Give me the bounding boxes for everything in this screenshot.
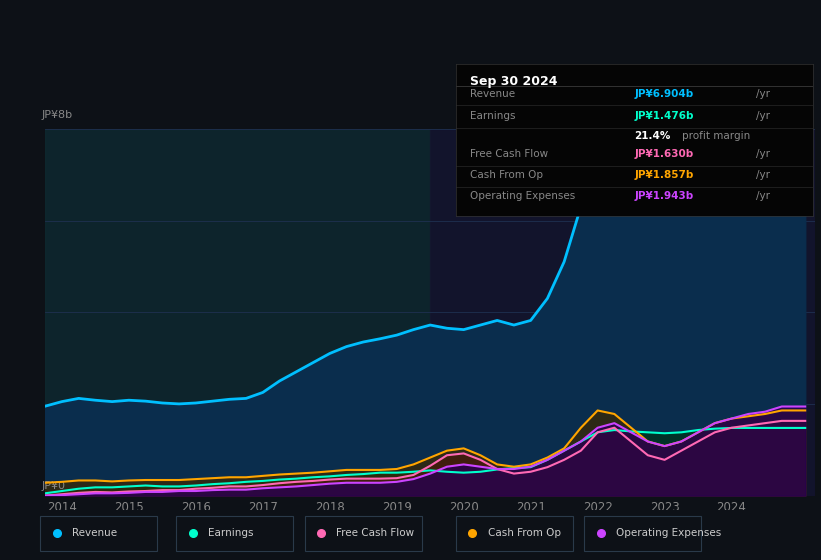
Text: profit margin: profit margin (682, 131, 750, 141)
Text: /yr: /yr (755, 111, 769, 122)
Text: JP¥1.943b: JP¥1.943b (635, 192, 694, 202)
Bar (585, 516, 701, 552)
Text: JP¥1.476b: JP¥1.476b (635, 111, 694, 122)
Text: Cash From Op: Cash From Op (470, 170, 543, 180)
Text: /yr: /yr (755, 88, 769, 99)
Bar (177, 516, 293, 552)
Text: JP¥1.630b: JP¥1.630b (635, 149, 694, 159)
Bar (305, 516, 422, 552)
Text: Free Cash Flow: Free Cash Flow (470, 149, 548, 159)
Text: Revenue: Revenue (72, 529, 117, 538)
Text: JP¥0: JP¥0 (41, 481, 66, 491)
Text: /yr: /yr (755, 149, 769, 159)
Text: Sep 30 2024: Sep 30 2024 (470, 75, 557, 88)
Text: Cash From Op: Cash From Op (488, 529, 561, 538)
Bar (45, 129, 430, 496)
Text: JP¥1.857b: JP¥1.857b (635, 170, 694, 180)
Text: 21.4%: 21.4% (635, 131, 671, 141)
Text: /yr: /yr (755, 170, 769, 180)
Text: JP¥8b: JP¥8b (41, 110, 72, 120)
Bar (456, 516, 573, 552)
Text: Free Cash Flow: Free Cash Flow (337, 529, 415, 538)
Text: Revenue: Revenue (470, 88, 515, 99)
Bar (430, 129, 815, 496)
Text: /yr: /yr (755, 192, 769, 202)
Text: Earnings: Earnings (208, 529, 254, 538)
Text: Operating Expenses: Operating Expenses (616, 529, 721, 538)
Bar (40, 516, 158, 552)
Text: Earnings: Earnings (470, 111, 516, 122)
Text: JP¥6.904b: JP¥6.904b (635, 88, 694, 99)
Text: Operating Expenses: Operating Expenses (470, 192, 576, 202)
